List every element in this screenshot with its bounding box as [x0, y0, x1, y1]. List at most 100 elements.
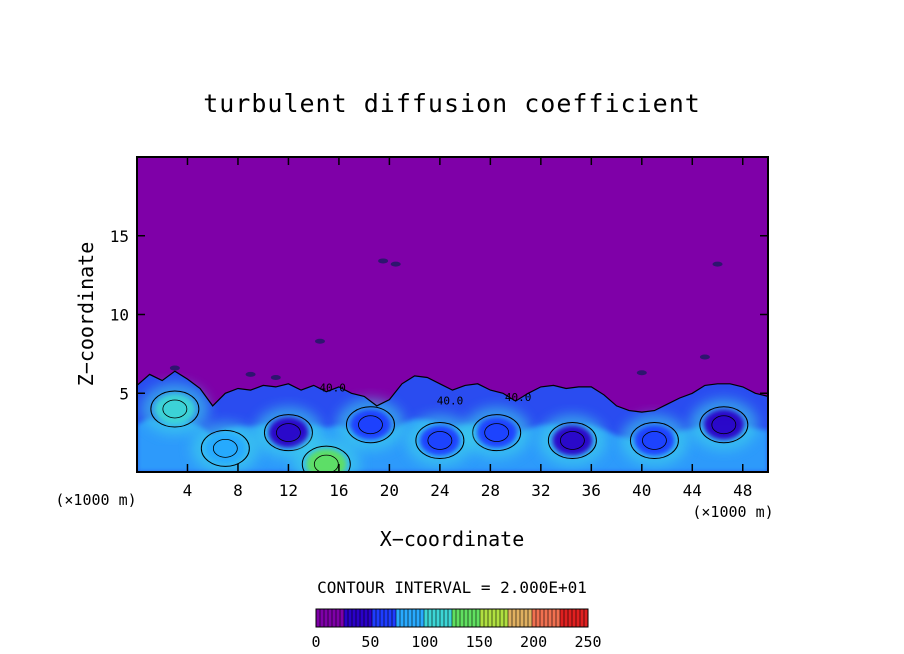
x-tick-label: 40	[632, 481, 651, 500]
colorbar-cell	[536, 609, 540, 627]
x-tick-label: 20	[380, 481, 399, 500]
colorbar-tick-label: 250	[574, 633, 601, 651]
colorbar-cell	[548, 609, 552, 627]
colorbar-cell	[396, 609, 400, 627]
contour-interval-text: CONTOUR INTERVAL = 2.000E+01	[317, 578, 587, 597]
y-axis-label: Z−coordinate	[74, 242, 98, 387]
x-tick-label: 48	[733, 481, 752, 500]
colorbar-cell	[464, 609, 468, 627]
colorbar-cell	[432, 609, 436, 627]
colorbar-cell	[476, 609, 480, 627]
colorbar-cell	[472, 609, 476, 627]
colorbar-cell	[436, 609, 440, 627]
x-axis-unit-right: (×1000 m)	[692, 503, 773, 521]
turbulence-patch	[699, 354, 710, 360]
colorbar-tick-label: 0	[311, 633, 320, 651]
colorbar-cell	[448, 609, 452, 627]
colorbar-cell	[492, 609, 496, 627]
colorbar-cell	[444, 609, 448, 627]
colorbar-tick-label: 100	[411, 633, 438, 651]
eddy	[336, 398, 405, 451]
colorbar-cell	[540, 609, 544, 627]
colorbar-labels: 0 50 100 150 200 250	[311, 633, 601, 651]
colorbar-tick-label: 150	[466, 633, 493, 651]
colorbar-cell	[504, 609, 508, 627]
turbulence-patch	[314, 338, 325, 344]
y-tick-label: 15	[110, 227, 129, 246]
colorbar-frame	[315, 608, 589, 628]
x-axis-unit-left: (×1000 m)	[55, 491, 136, 509]
colorbar-cell	[576, 609, 580, 627]
colorbar-cell	[496, 609, 500, 627]
contour-labels: 40.0 40.0 40.0	[319, 382, 531, 408]
colorbar-cell	[348, 609, 352, 627]
colorbar-cell	[580, 609, 584, 627]
colorbar-cell	[320, 609, 324, 627]
colorbar-cell	[572, 609, 576, 627]
plot-area: 40.040.0 40.0 4 8 12 16 20 24 28 32 36 40 44 48 5101…	[110, 156, 769, 500]
colorbar-cell	[440, 609, 444, 627]
colorbar-cell	[556, 609, 560, 627]
colorbar-cell	[388, 609, 392, 627]
x-ticks: 4 8 12 16 20 24 28 32 36 40 44 48	[183, 157, 752, 500]
turbulence-patch	[712, 261, 723, 267]
colorbar: 0 50 100 150 200 250	[311, 608, 602, 651]
eddy	[620, 414, 689, 467]
y-tick-label: 5	[119, 384, 129, 403]
colorbar-cell	[584, 609, 588, 627]
colorbar-cell	[380, 609, 384, 627]
colorbar-cell	[516, 609, 520, 627]
colorbar-cell	[424, 609, 428, 627]
colorbar-cell	[468, 609, 472, 627]
x-tick-label: 8	[233, 481, 243, 500]
turbulence-patch	[390, 261, 401, 267]
colorbar-cells	[315, 609, 588, 627]
colorbar-cell	[408, 609, 412, 627]
colorbar-cell	[524, 609, 528, 627]
eddy	[140, 383, 209, 435]
turbulence-patch	[378, 258, 389, 264]
colorbar-cell	[404, 609, 408, 627]
colorbar-cell	[460, 609, 464, 627]
colorbar-cell	[376, 609, 380, 627]
x-tick-label: 24	[430, 481, 449, 500]
colorbar-cell	[364, 609, 368, 627]
chart-title: turbulent diffusion coefficient	[203, 89, 701, 118]
colorbar-cell	[500, 609, 504, 627]
eddy	[191, 422, 260, 472]
turbulence-patch	[270, 375, 281, 380]
eddy	[538, 414, 607, 467]
x-tick-label: 16	[329, 481, 348, 500]
contour-label: 40.0	[505, 391, 532, 404]
x-tick-label: 44	[683, 481, 702, 500]
x-tick-label: 36	[582, 481, 601, 500]
colorbar-cell	[344, 609, 348, 627]
colorbar-cell	[316, 609, 320, 627]
x-axis-label: X−coordinate	[380, 527, 525, 551]
colorbar-cell	[452, 609, 456, 627]
colorbar-cell	[428, 609, 432, 627]
colorbar-cell	[508, 609, 512, 627]
colorbar-cell	[368, 609, 372, 627]
colorbar-cell	[420, 609, 424, 627]
x-tick-label: 32	[531, 481, 550, 500]
colorbar-cell	[568, 609, 572, 627]
colorbar-cell	[412, 609, 416, 627]
colorbar-tick-label: 50	[361, 633, 379, 651]
colorbar-tick-label: 200	[520, 633, 547, 651]
colorbar-cell	[484, 609, 488, 627]
colorbar-cell	[552, 609, 556, 627]
eddy	[292, 438, 361, 472]
turbulence-patch	[636, 370, 647, 376]
colorbar-cell	[512, 609, 516, 627]
x-tick-label: 12	[279, 481, 298, 500]
contour-label: 40.0	[319, 382, 346, 395]
colorbar-cell	[480, 609, 484, 627]
x-tick-label: 28	[481, 481, 500, 500]
colorbar-cell	[392, 609, 396, 627]
colorbar-cell	[356, 609, 360, 627]
colorbar-cell	[560, 609, 564, 627]
colorbar-cell	[324, 609, 328, 627]
colorbar-cell	[332, 609, 336, 627]
